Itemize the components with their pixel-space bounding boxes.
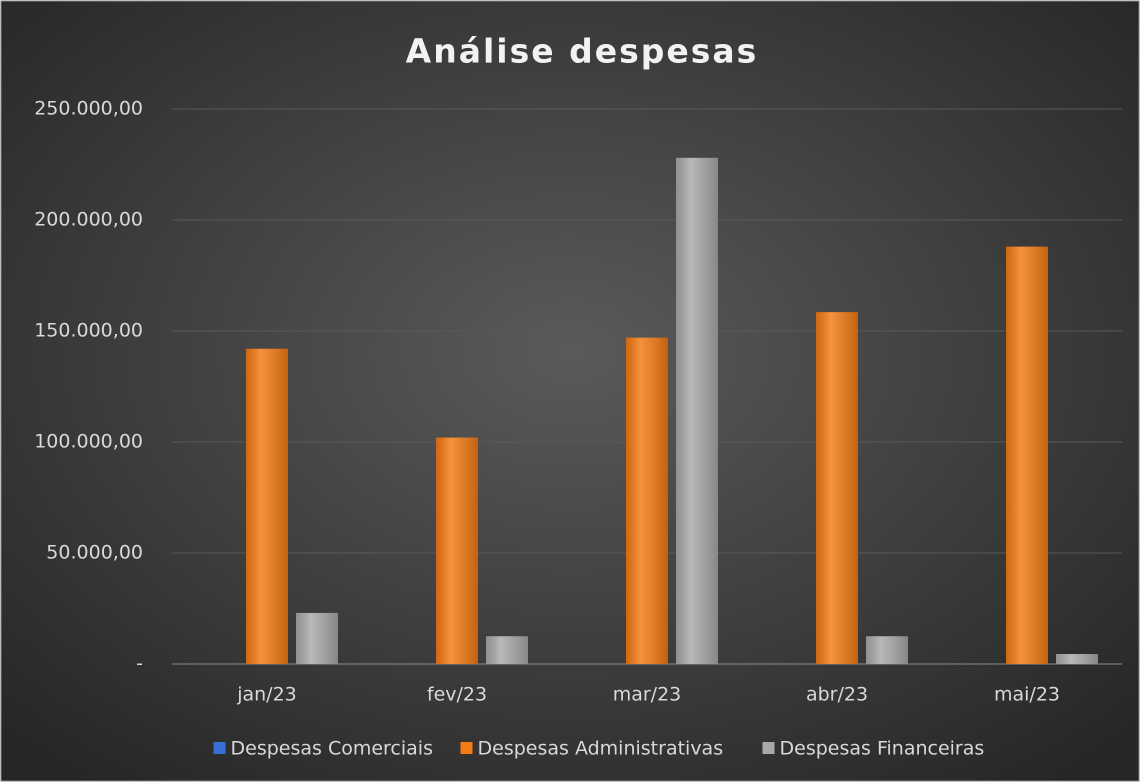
chart-title: Análise despesas — [406, 32, 759, 71]
y-tick-label: 250.000,00 — [34, 98, 143, 120]
bar-shine — [1056, 654, 1098, 664]
y-tick-label: 200.000,00 — [34, 209, 143, 231]
legend-swatch — [460, 742, 473, 754]
x-tick-label: fev/23 — [427, 684, 487, 706]
bar-shine — [436, 437, 478, 664]
bar-shine — [866, 636, 908, 664]
bar-shine — [816, 312, 858, 664]
legend-swatch — [213, 742, 226, 754]
y-tick-label: - — [136, 653, 143, 675]
y-tick-label: 100.000,00 — [34, 431, 143, 453]
bar-shine — [486, 636, 528, 664]
bar-shine — [1006, 246, 1048, 664]
legend-label: Despesas Financeiras — [780, 738, 985, 760]
legend-label: Despesas Comerciais — [231, 738, 433, 760]
bar-shine — [676, 157, 718, 664]
x-tick-label: mai/23 — [994, 684, 1060, 706]
legend-label: Despesas Administrativas — [478, 738, 724, 760]
y-tick-label: 150.000,00 — [34, 320, 143, 342]
legend-swatch — [762, 742, 775, 754]
x-tick-label: jan/23 — [236, 684, 297, 706]
x-tick-label: mar/23 — [613, 684, 682, 706]
bar-shine — [296, 612, 338, 664]
bar-shine — [246, 348, 288, 664]
x-tick-label: abr/23 — [806, 684, 868, 706]
bar-shine — [626, 337, 668, 664]
y-tick-label: 50.000,00 — [46, 542, 143, 564]
